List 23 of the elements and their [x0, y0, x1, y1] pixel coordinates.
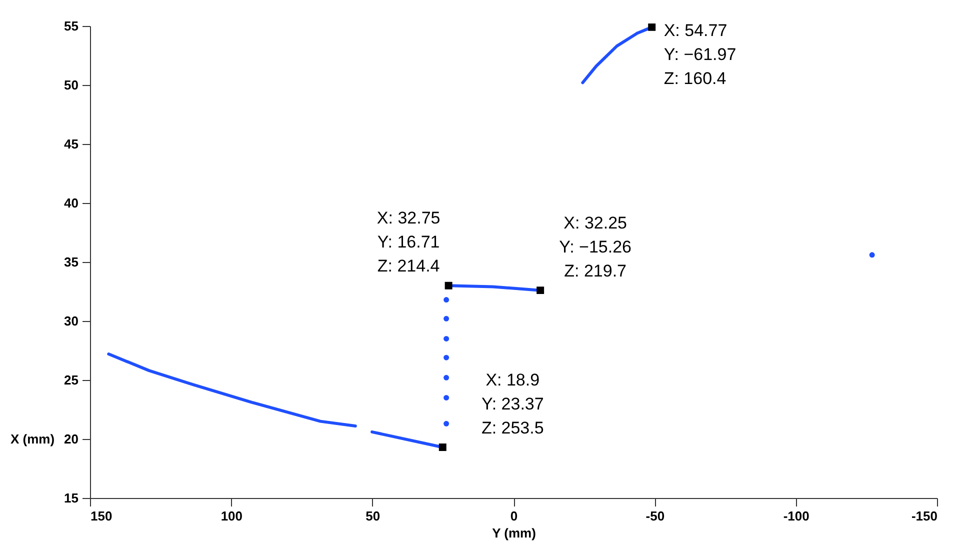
- annotation: X: 32.25 Y: −15.26 Z: 219.7: [559, 213, 632, 280]
- y-tick-label: 25: [64, 372, 78, 388]
- y-tick-label: 45: [64, 136, 78, 152]
- x-tick-label: -50: [646, 508, 665, 524]
- y-tick-label: 30: [64, 314, 78, 328]
- y-tick-label: 40: [64, 196, 78, 210]
- x-tick-label: 100: [220, 508, 243, 524]
- y-tick-label: 55: [64, 18, 78, 34]
- line-series: [107, 352, 357, 428]
- annotation: X: 32.75 Y: 16.71 Z: 214.4: [376, 208, 440, 276]
- x-axis-title: Y (mm): [492, 526, 536, 540]
- y-tick-label: 20: [64, 432, 78, 446]
- x-tick-label: 50: [366, 508, 380, 524]
- y-tick-label: 15: [64, 490, 78, 506]
- annotation: X: 54.77 Y: −61.97 Z: 160.4: [664, 21, 736, 88]
- y-tick-label: 50: [64, 78, 78, 92]
- y-axis-title: X (mm): [10, 432, 55, 446]
- y-tick-label: 35: [64, 254, 78, 270]
- x-tick-label: -100: [783, 508, 810, 524]
- annotation: X: 18.9 Y: 23.37 Z: 253.5: [481, 370, 544, 438]
- x-tick-label: -150: [911, 508, 938, 524]
- x-tick-label: 150: [90, 508, 112, 524]
- x-tick-label: 0: [510, 508, 518, 524]
